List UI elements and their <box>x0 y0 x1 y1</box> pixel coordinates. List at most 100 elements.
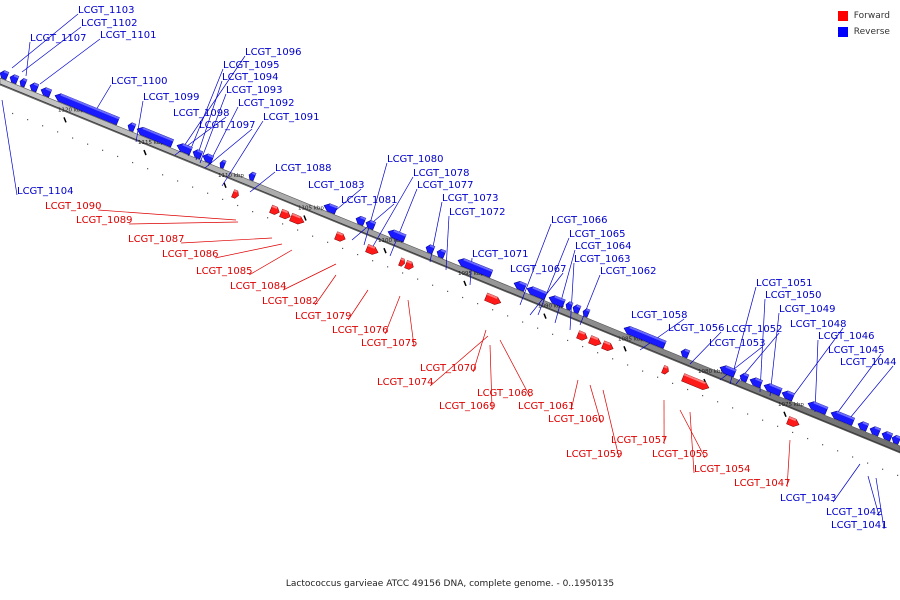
reverse-gene-label[interactable]: LCGT_1067 <box>510 264 567 275</box>
reverse-gene-label[interactable]: LCGT_1062 <box>600 266 657 277</box>
reverse-gene-label[interactable]: LCGT_1073 <box>442 193 499 204</box>
reverse-gene-arrow[interactable] <box>748 376 763 389</box>
forward-gene-arrow[interactable] <box>398 257 406 267</box>
reverse-gene-label[interactable]: LCGT_1102 <box>81 18 138 29</box>
reverse-gene-label[interactable]: LCGT_1094 <box>222 72 279 83</box>
forward-gene-label[interactable]: LCGT_1055 <box>652 449 709 460</box>
reverse-gene-label[interactable]: LCGT_1046 <box>818 331 875 342</box>
forward-gene-label[interactable]: LCGT_1082 <box>262 296 319 307</box>
forward-gene-arrow[interactable] <box>588 335 602 348</box>
reverse-gene-label[interactable]: LCGT_1043 <box>780 493 837 504</box>
reverse-gene-label[interactable]: LCGT_1051 <box>756 278 813 289</box>
forward-gene-label[interactable]: LCGT_1047 <box>734 478 791 489</box>
reverse-gene-label[interactable]: LCGT_1091 <box>263 112 320 123</box>
reverse-gene-arrow[interactable] <box>780 389 795 402</box>
forward-gene-label[interactable]: LCGT_1076 <box>332 325 389 336</box>
reverse-gene-arrow[interactable] <box>512 279 527 292</box>
reverse-gene-arrow[interactable] <box>135 125 175 148</box>
reverse-gene-arrow[interactable] <box>856 420 870 432</box>
reverse-gene-arrow[interactable] <box>622 324 667 349</box>
reverse-gene-arrow[interactable] <box>354 215 367 226</box>
forward-gene-label[interactable]: LCGT_1074 <box>377 377 434 388</box>
reverse-gene-arrow[interactable] <box>28 82 40 93</box>
reverse-gene-arrow[interactable] <box>424 243 436 255</box>
forward-gene-arrow[interactable] <box>601 340 614 353</box>
forward-gene-label[interactable]: LCGT_1057 <box>611 435 668 446</box>
reverse-gene-arrow[interactable] <box>191 148 204 160</box>
reverse-gene-label[interactable]: LCGT_1058 <box>631 310 688 321</box>
forward-gene-arrow[interactable] <box>484 292 502 306</box>
reverse-gene-arrow[interactable] <box>201 152 215 164</box>
reverse-gene-arrow[interactable] <box>581 308 591 318</box>
forward-gene-arrow[interactable] <box>269 204 280 216</box>
forward-gene-label[interactable]: LCGT_1068 <box>477 388 534 399</box>
forward-gene-arrow[interactable] <box>334 231 346 243</box>
reverse-gene-label[interactable]: LCGT_1095 <box>223 60 280 71</box>
reverse-gene-arrow[interactable] <box>175 142 193 156</box>
reverse-gene-label[interactable]: LCGT_1092 <box>238 98 295 109</box>
forward-gene-label[interactable]: LCGT_1061 <box>518 401 575 412</box>
reverse-gene-arrow[interactable] <box>738 372 750 383</box>
legend-reverse[interactable]: Reverse <box>837 24 890 40</box>
reverse-gene-label[interactable]: LCGT_1072 <box>449 207 506 218</box>
reverse-gene-label[interactable]: LCGT_1063 <box>574 254 631 265</box>
reverse-gene-arrow[interactable] <box>218 159 227 169</box>
reverse-gene-label[interactable]: LCGT_1044 <box>840 357 897 368</box>
forward-gene-label[interactable]: LCGT_1069 <box>439 401 496 412</box>
reverse-gene-arrow[interactable] <box>868 425 882 437</box>
reverse-gene-label[interactable]: LCGT_1065 <box>569 229 626 240</box>
reverse-gene-arrow[interactable] <box>386 228 407 243</box>
reverse-gene-arrow[interactable] <box>806 400 829 415</box>
reverse-gene-label[interactable]: LCGT_1078 <box>413 168 470 179</box>
reverse-gene-label[interactable]: LCGT_1080 <box>387 154 444 165</box>
reverse-gene-label[interactable]: LCGT_1045 <box>828 345 885 356</box>
reverse-gene-label[interactable]: LCGT_1066 <box>551 215 608 226</box>
reverse-gene-arrow[interactable] <box>53 92 120 126</box>
reverse-gene-arrow[interactable] <box>8 73 20 85</box>
reverse-gene-arrow[interactable] <box>126 122 137 133</box>
forward-gene-arrow[interactable] <box>786 416 800 429</box>
reverse-gene-label[interactable]: LCGT_1077 <box>417 180 474 191</box>
forward-gene-label[interactable]: LCGT_1070 <box>420 363 477 374</box>
reverse-gene-label[interactable]: LCGT_1096 <box>245 47 302 58</box>
forward-gene-label[interactable]: LCGT_1085 <box>196 266 253 277</box>
reverse-gene-label[interactable]: LCGT_1100 <box>111 76 168 87</box>
reverse-gene-arrow[interactable] <box>564 301 574 311</box>
reverse-gene-label[interactable]: LCGT_1099 <box>143 92 200 103</box>
reverse-gene-arrow[interactable] <box>829 409 856 426</box>
forward-gene-arrow[interactable] <box>365 244 379 256</box>
reverse-gene-arrow[interactable] <box>571 304 582 314</box>
reverse-gene-label[interactable]: LCGT_1048 <box>790 319 847 330</box>
reverse-gene-label[interactable]: LCGT_1071 <box>472 249 529 260</box>
reverse-gene-arrow[interactable] <box>435 248 447 259</box>
forward-gene-label[interactable]: LCGT_1084 <box>230 281 287 292</box>
reverse-gene-label[interactable]: LCGT_1049 <box>779 304 836 315</box>
reverse-gene-arrow[interactable] <box>762 382 783 397</box>
reverse-gene-arrow[interactable] <box>525 285 548 301</box>
forward-gene-arrow[interactable] <box>404 259 414 270</box>
reverse-gene-label[interactable]: LCGT_1053 <box>709 338 766 349</box>
reverse-gene-label[interactable]: LCGT_1103 <box>78 5 135 16</box>
reverse-gene-label[interactable]: LCGT_1107 <box>30 33 87 44</box>
forward-gene-arrow[interactable] <box>576 330 588 342</box>
reverse-gene-label[interactable]: LCGT_1101 <box>100 30 157 41</box>
forward-gene-label[interactable]: LCGT_1089 <box>76 215 133 226</box>
reverse-gene-label[interactable]: LCGT_1056 <box>668 323 725 334</box>
forward-gene-label[interactable]: LCGT_1090 <box>45 201 102 212</box>
reverse-gene-arrow[interactable] <box>18 77 28 88</box>
reverse-gene-label[interactable]: LCGT_1083 <box>308 180 365 191</box>
reverse-gene-arrow[interactable] <box>0 69 10 81</box>
reverse-gene-arrow[interactable] <box>679 348 691 359</box>
reverse-gene-arrow[interactable] <box>547 294 566 308</box>
reverse-gene-label[interactable]: LCGT_1093 <box>226 85 283 96</box>
reverse-gene-arrow[interactable] <box>718 364 737 378</box>
forward-gene-label[interactable]: LCGT_1075 <box>361 338 418 349</box>
reverse-gene-arrow[interactable] <box>364 219 377 231</box>
reverse-gene-label[interactable]: LCGT_1064 <box>575 241 632 252</box>
reverse-gene-label[interactable]: LCGT_1042 <box>826 507 883 518</box>
reverse-gene-arrow[interactable] <box>880 430 894 442</box>
forward-gene-label[interactable]: LCGT_1087 <box>128 234 185 245</box>
reverse-gene-arrow[interactable] <box>456 257 494 278</box>
reverse-gene-label[interactable]: LCGT_1097 <box>199 120 256 131</box>
forward-gene-label[interactable]: LCGT_1086 <box>162 249 219 260</box>
